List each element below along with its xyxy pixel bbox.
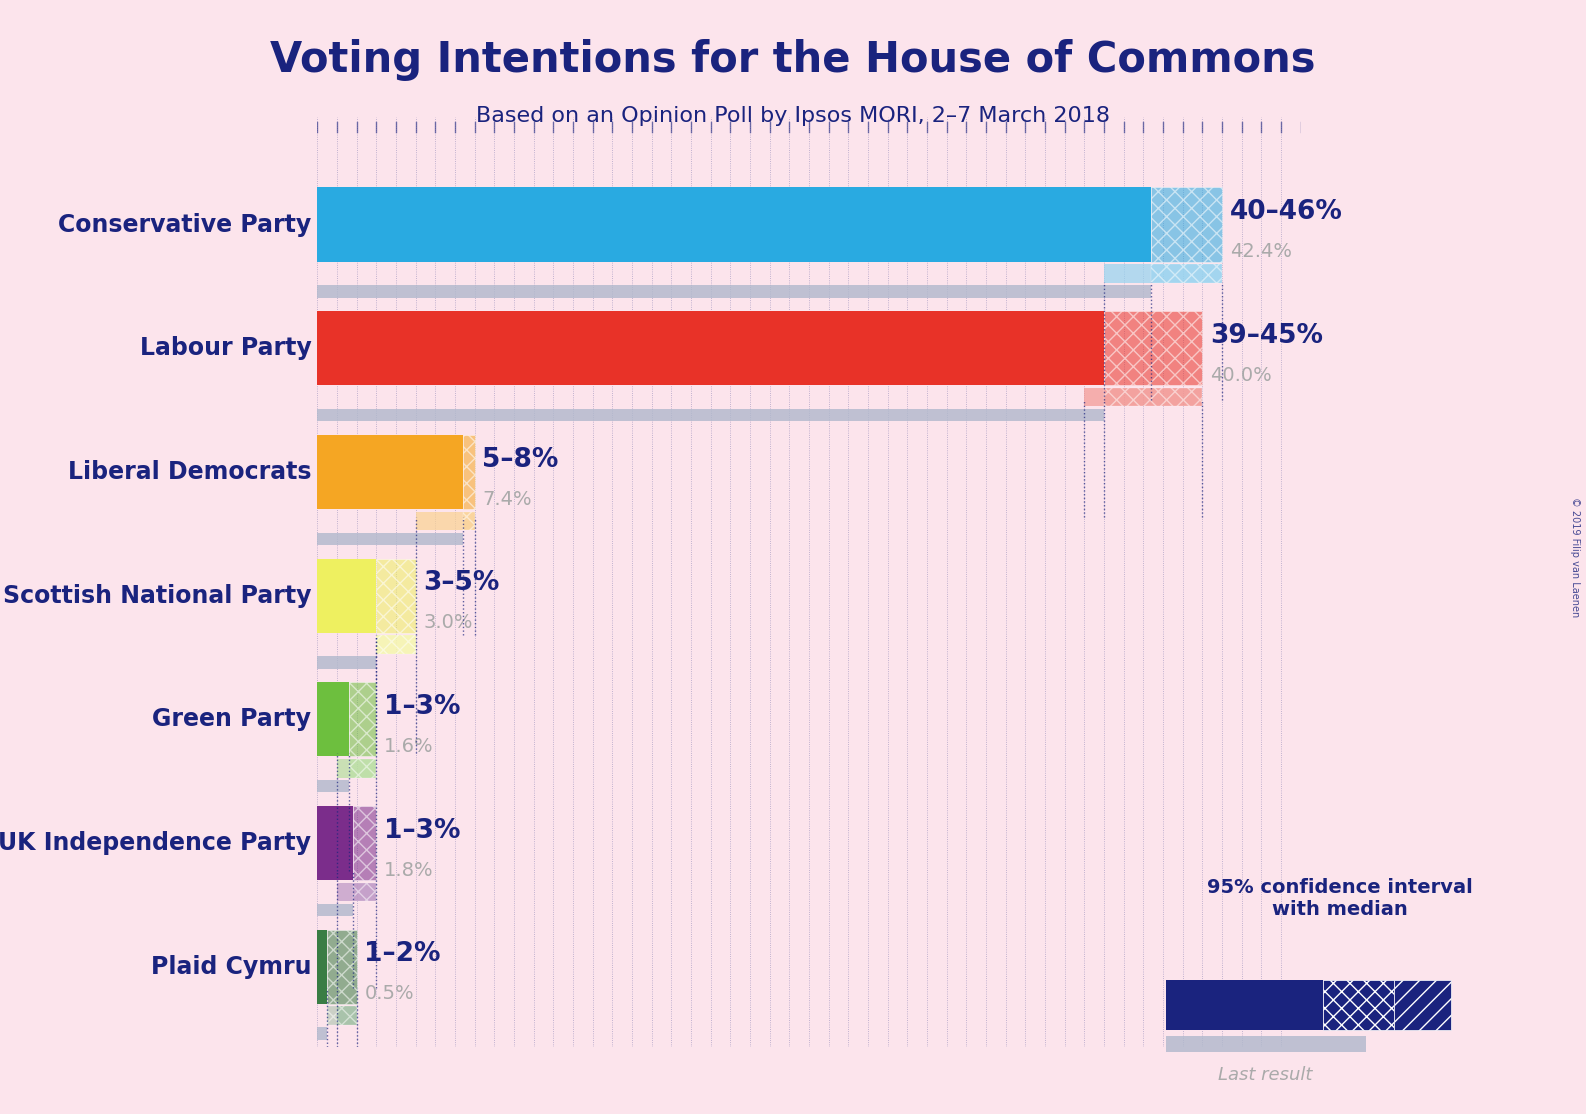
Text: 39–45%: 39–45% bbox=[1210, 323, 1323, 349]
Bar bbox=[463, 434, 474, 509]
Bar bbox=[336, 1006, 357, 1025]
Bar bbox=[327, 1006, 357, 1025]
Bar bbox=[352, 805, 376, 880]
Bar bbox=[317, 285, 1151, 297]
Bar bbox=[1151, 187, 1221, 262]
Bar bbox=[1104, 264, 1221, 283]
Bar bbox=[1151, 264, 1221, 283]
Bar bbox=[317, 682, 349, 756]
Bar bbox=[349, 759, 376, 778]
Bar bbox=[317, 1027, 327, 1039]
Bar bbox=[317, 558, 376, 633]
Bar bbox=[416, 511, 474, 530]
Bar bbox=[463, 511, 474, 530]
Bar bbox=[317, 780, 349, 792]
Text: Based on an Opinion Poll by Ipsos MORI, 2–7 March 2018: Based on an Opinion Poll by Ipsos MORI, … bbox=[476, 106, 1110, 126]
Text: Labour Party: Labour Party bbox=[140, 336, 311, 360]
Text: 95% confidence interval
with median: 95% confidence interval with median bbox=[1207, 878, 1473, 919]
Text: 42.4%: 42.4% bbox=[1229, 243, 1291, 262]
Bar bbox=[317, 434, 463, 509]
Text: UK Independence Party: UK Independence Party bbox=[0, 831, 311, 856]
Bar bbox=[336, 882, 376, 901]
Bar bbox=[317, 532, 463, 545]
Bar bbox=[317, 805, 352, 880]
Text: 5–8%: 5–8% bbox=[482, 447, 558, 472]
Bar bbox=[376, 635, 416, 654]
Text: Conservative Party: Conservative Party bbox=[59, 213, 311, 236]
Bar bbox=[352, 882, 376, 901]
Bar bbox=[1104, 311, 1202, 385]
Bar bbox=[317, 656, 376, 668]
Text: Liberal Democrats: Liberal Democrats bbox=[68, 460, 311, 483]
Bar bbox=[376, 558, 416, 633]
Text: © 2019 Filip van Laenen: © 2019 Filip van Laenen bbox=[1570, 497, 1580, 617]
Bar bbox=[327, 930, 357, 1004]
Bar bbox=[349, 682, 376, 756]
Text: Last result: Last result bbox=[1218, 1066, 1313, 1084]
Bar bbox=[336, 759, 376, 778]
Text: 0.5%: 0.5% bbox=[365, 985, 414, 1004]
Text: 40.0%: 40.0% bbox=[1210, 367, 1272, 385]
Text: Plaid Cymru: Plaid Cymru bbox=[151, 955, 311, 979]
Text: 7.4%: 7.4% bbox=[482, 490, 531, 509]
Text: 1.8%: 1.8% bbox=[384, 861, 433, 880]
Bar bbox=[317, 903, 352, 916]
Text: Scottish National Party: Scottish National Party bbox=[3, 584, 311, 607]
Text: Voting Intentions for the House of Commons: Voting Intentions for the House of Commo… bbox=[270, 39, 1316, 81]
Text: 3.0%: 3.0% bbox=[423, 614, 473, 633]
Bar bbox=[1104, 388, 1202, 407]
Text: 3–5%: 3–5% bbox=[423, 570, 500, 596]
Text: 1–3%: 1–3% bbox=[384, 694, 460, 720]
Text: 1.6%: 1.6% bbox=[384, 737, 433, 756]
Text: Green Party: Green Party bbox=[152, 707, 311, 732]
Bar bbox=[317, 311, 1104, 385]
Text: 1–3%: 1–3% bbox=[384, 818, 460, 843]
Text: 1–2%: 1–2% bbox=[365, 941, 441, 967]
Bar bbox=[317, 187, 1151, 262]
Bar bbox=[376, 635, 416, 654]
Text: 40–46%: 40–46% bbox=[1229, 199, 1343, 225]
Bar bbox=[1085, 388, 1202, 407]
Bar bbox=[317, 409, 1104, 421]
Bar bbox=[317, 930, 327, 1004]
